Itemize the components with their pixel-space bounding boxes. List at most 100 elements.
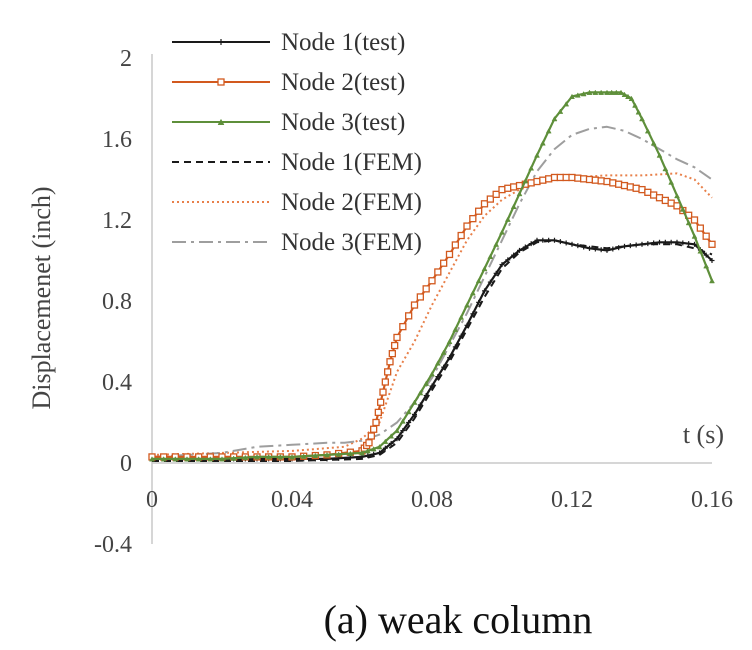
data-point bbox=[650, 191, 658, 199]
data-point bbox=[372, 418, 380, 427]
legend-label: Node 2(test) bbox=[281, 69, 405, 96]
data-point bbox=[673, 202, 681, 210]
series-5 bbox=[151, 172, 713, 456]
data-point bbox=[533, 177, 541, 186]
data-point bbox=[534, 152, 540, 158]
data-point bbox=[667, 199, 675, 207]
data-point bbox=[422, 285, 430, 293]
data-point bbox=[434, 360, 441, 366]
data-point bbox=[587, 245, 592, 251]
data-point bbox=[574, 92, 581, 98]
data-point bbox=[522, 244, 528, 250]
data-point bbox=[679, 206, 686, 212]
data-point bbox=[429, 383, 435, 389]
series-line bbox=[152, 239, 713, 462]
x-tick-label: 0.12 bbox=[551, 487, 593, 513]
data-point bbox=[639, 241, 645, 247]
series-line bbox=[152, 239, 713, 460]
data-point bbox=[534, 237, 540, 243]
data-point bbox=[370, 425, 378, 433]
legend-label: Node 3(FEM) bbox=[281, 229, 422, 256]
data-point bbox=[207, 456, 214, 462]
data-point bbox=[492, 190, 500, 199]
data-point bbox=[411, 399, 418, 405]
data-point bbox=[469, 214, 477, 223]
data-point bbox=[254, 454, 260, 460]
data-point bbox=[451, 241, 459, 249]
data-point bbox=[469, 290, 476, 296]
legend: Node 1(test) Node 2(test) Node 3(test) Node… bbox=[172, 29, 422, 256]
x-tick-label: 0 bbox=[146, 487, 158, 513]
data-point bbox=[662, 239, 668, 245]
data-point bbox=[505, 257, 511, 263]
series-layer bbox=[148, 89, 716, 462]
data-point bbox=[230, 455, 237, 461]
data-point bbox=[417, 390, 424, 396]
data-point bbox=[388, 349, 396, 358]
data-point bbox=[613, 89, 620, 95]
data-point bbox=[551, 115, 558, 122]
data-point bbox=[569, 241, 575, 247]
data-point bbox=[657, 239, 662, 245]
x-tick-labels: 0 0.04 0.08 0.12 0.16 bbox=[146, 487, 733, 513]
data-point bbox=[586, 89, 593, 95]
data-point bbox=[609, 179, 617, 187]
data-point bbox=[160, 456, 167, 462]
data-point bbox=[440, 349, 447, 355]
y-tick-label: -0.4 bbox=[94, 532, 132, 558]
data-point bbox=[591, 176, 599, 184]
data-point bbox=[324, 452, 330, 458]
data-point bbox=[552, 237, 557, 243]
data-point bbox=[562, 173, 570, 182]
data-point bbox=[265, 454, 272, 460]
data-point bbox=[499, 262, 505, 268]
data-point bbox=[493, 270, 499, 276]
data-point bbox=[527, 179, 535, 187]
legend-item: Node 3(test) bbox=[172, 109, 405, 136]
data-point bbox=[702, 232, 710, 240]
data-point bbox=[172, 456, 179, 462]
series-2 bbox=[148, 173, 716, 461]
data-point bbox=[686, 241, 692, 247]
data-point bbox=[635, 109, 642, 115]
data-point bbox=[604, 247, 610, 253]
legend-item: Node 1(FEM) bbox=[172, 149, 422, 176]
data-point bbox=[618, 89, 624, 95]
data-point bbox=[632, 184, 640, 192]
data-point bbox=[441, 364, 447, 370]
data-point bbox=[217, 78, 225, 86]
data-point bbox=[528, 165, 535, 171]
data-point bbox=[277, 454, 284, 460]
data-point bbox=[394, 436, 400, 442]
legend-item: Node 1(test) bbox=[172, 29, 405, 56]
data-point bbox=[528, 241, 534, 247]
legend-label: Node 1(test) bbox=[281, 29, 405, 56]
data-point bbox=[184, 456, 190, 462]
data-point bbox=[685, 219, 692, 226]
series-3 bbox=[149, 89, 715, 462]
data-point bbox=[661, 196, 669, 205]
data-point bbox=[365, 453, 371, 459]
data-point bbox=[621, 91, 628, 97]
data-point bbox=[709, 277, 715, 284]
data-point bbox=[481, 265, 488, 272]
data-point bbox=[446, 338, 453, 344]
data-point bbox=[539, 140, 546, 146]
data-point bbox=[574, 174, 582, 182]
data-point bbox=[423, 393, 429, 398]
y-tick-label: 1.6 bbox=[102, 127, 132, 153]
data-point bbox=[557, 108, 564, 114]
data-point bbox=[359, 450, 365, 456]
data-point bbox=[400, 428, 406, 434]
data-point bbox=[603, 177, 611, 186]
data-point bbox=[458, 333, 464, 339]
data-point bbox=[219, 456, 225, 462]
y-tick-label: 1.2 bbox=[102, 208, 132, 234]
data-point bbox=[435, 374, 441, 380]
data-point bbox=[550, 173, 559, 182]
data-point bbox=[475, 207, 483, 215]
data-point bbox=[458, 314, 465, 320]
data-point bbox=[217, 118, 225, 125]
data-point bbox=[463, 222, 471, 230]
